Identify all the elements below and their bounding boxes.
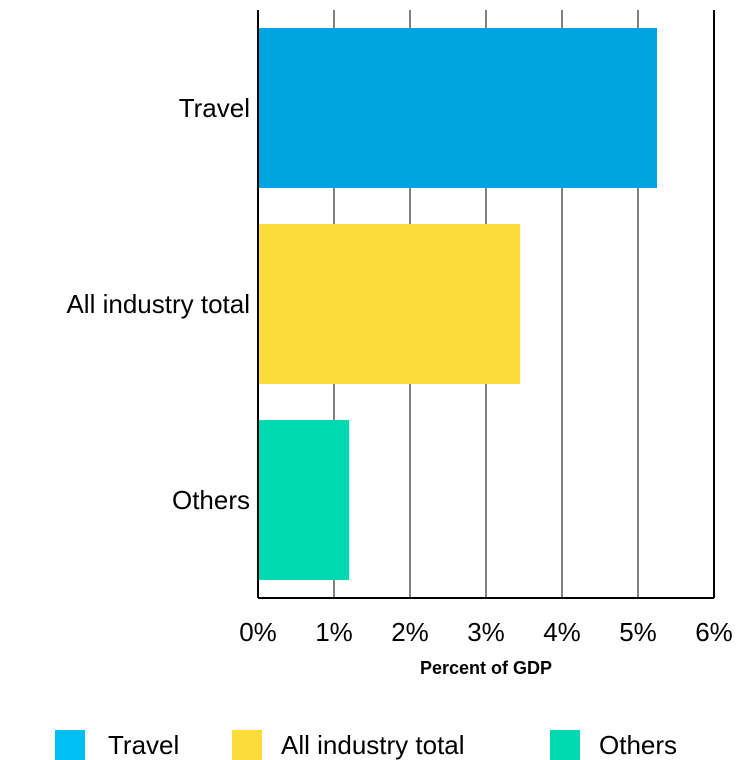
legend: Travel All industry total Others [55,730,677,760]
legend-label: All industry total [281,730,465,760]
x-tick-label: 4% [543,617,581,647]
x-tick-label: 0% [239,617,277,647]
legend-swatch [232,730,262,760]
legend-item: All industry total [232,730,465,760]
category-labels: Travel All industry total Others [66,93,250,515]
axes [257,10,715,599]
x-tick-labels: 0% 1% 2% 3% 4% 5% 6% [239,617,733,647]
category-label: Travel [179,93,250,123]
x-tick-label: 5% [619,617,657,647]
legend-label: Others [599,730,677,760]
x-tick-label: 2% [391,617,429,647]
x-tick-label: 3% [467,617,505,647]
x-tick-label: 1% [315,617,353,647]
legend-swatch [550,730,580,760]
legend-item: Others [550,730,677,760]
bar-others [258,420,350,580]
bar-travel [258,28,657,188]
x-axis-title: Percent of GDP [420,658,552,678]
legend-swatch [55,730,85,760]
category-label: Others [172,485,250,515]
category-label: All industry total [66,289,250,319]
bars [258,28,657,580]
bar-all-industry-total [258,224,521,384]
legend-item: Travel [55,730,179,760]
legend-label: Travel [108,730,179,760]
x-tick-label: 6% [695,617,733,647]
